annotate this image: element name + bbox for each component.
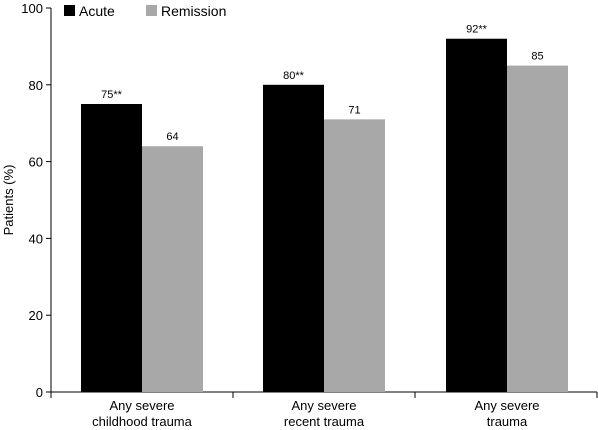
x-tick-label: trauma (487, 414, 528, 429)
x-tick-label: Any severe (474, 398, 539, 413)
bar-acute-0 (81, 104, 142, 392)
y-tick-label: 20 (29, 308, 43, 323)
bar-acute-1 (263, 84, 324, 393)
data-label: 85 (531, 51, 543, 63)
legend-label-remission: Remission (161, 3, 226, 19)
y-tick-labels: 0 20 40 60 80 100 (21, 1, 43, 400)
x-tick-label: childhood trauma (92, 414, 192, 429)
x-tick-label: recent trauma (284, 414, 365, 429)
data-label: 80** (283, 70, 305, 82)
legend-swatch-acute (64, 5, 75, 16)
data-label: 75** (101, 89, 123, 101)
x-tick-label: Any severe (109, 398, 174, 413)
legend: Acute Remission (64, 3, 226, 19)
data-label: 71 (348, 104, 360, 116)
legend-label-acute: Acute (79, 3, 115, 19)
y-tick-label: 40 (29, 231, 43, 246)
data-label: 64 (166, 131, 178, 143)
y-axis-label: Patients (%) (1, 165, 16, 236)
legend-swatch-remission (146, 5, 157, 16)
y-tick-label: 60 (29, 155, 43, 170)
y-tick-label: 100 (21, 1, 43, 16)
data-labels: 75** 80** 92** 64 71 85 (101, 24, 544, 144)
y-tick-label: 80 (29, 78, 43, 93)
bar-remission-1 (324, 119, 385, 393)
data-label: 92** (466, 24, 488, 36)
y-tick-label: 0 (36, 385, 43, 400)
bars (81, 38, 568, 393)
bar-acute-2 (446, 38, 507, 392)
x-tick-label: Any severe (291, 398, 356, 413)
bar-remission-0 (142, 146, 203, 392)
bar-remission-2 (507, 65, 568, 392)
